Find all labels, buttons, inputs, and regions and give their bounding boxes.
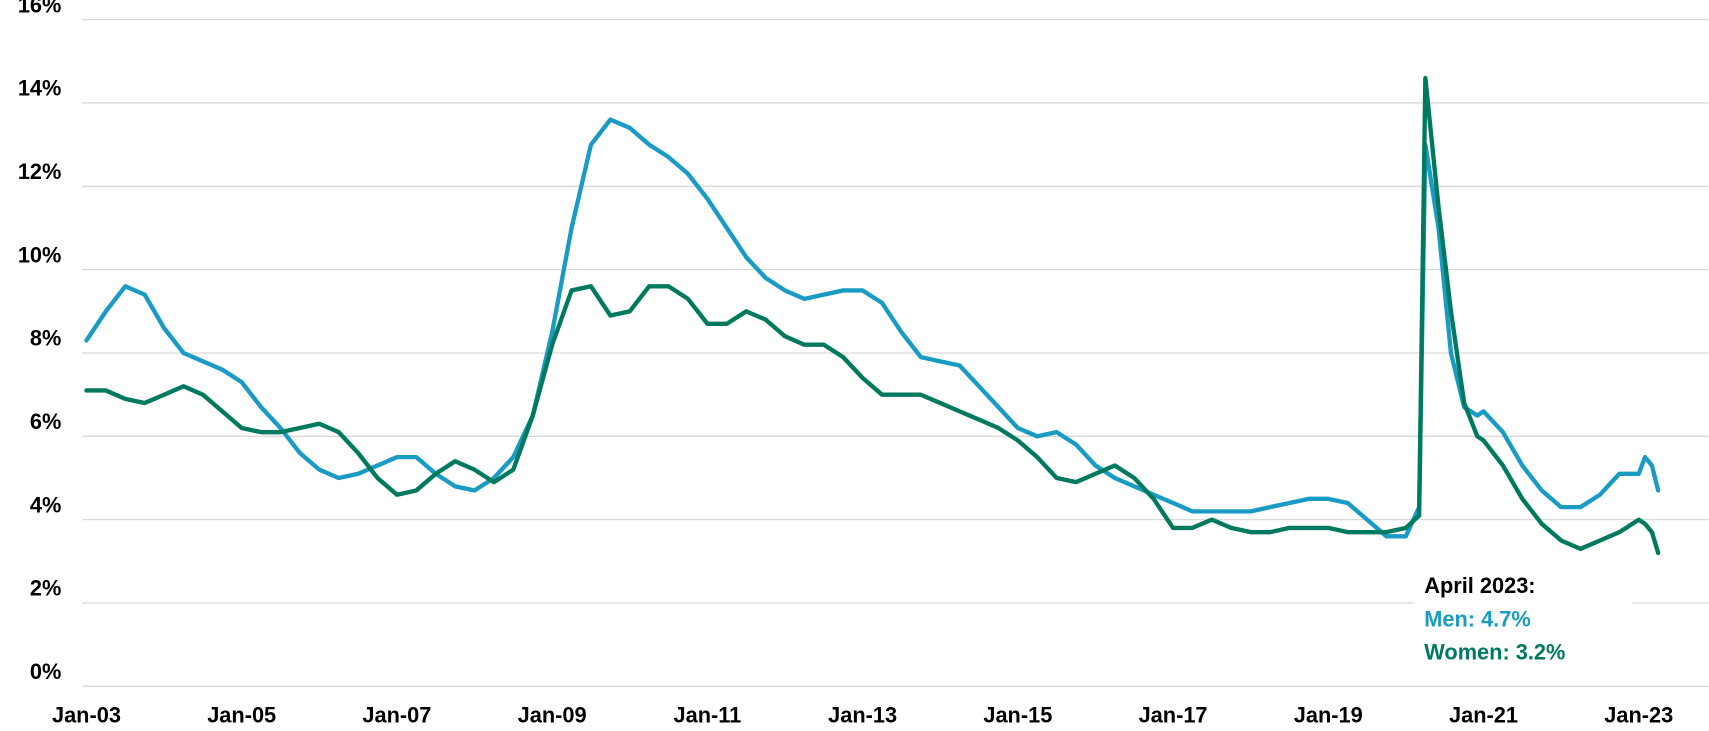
- annotation-title: April 2023:: [1424, 573, 1535, 598]
- x-tick-label: Jan-03: [52, 703, 121, 728]
- y-tick-label: 4%: [30, 492, 61, 517]
- annotation-women: Women: 3.2%: [1424, 639, 1565, 664]
- x-tick-label: Jan-09: [518, 703, 587, 728]
- y-tick-label: 16%: [18, 0, 62, 17]
- labels: 0% 2% 4% 6% 8% 10% 12% 14% 16% Jan-03 Jan-05 Jan-07…: [18, 0, 1673, 728]
- x-tick-label: Jan-05: [207, 703, 276, 728]
- annotation-box: [1414, 566, 1633, 672]
- x-tick-label: Jan-19: [1294, 703, 1363, 728]
- x-tick-label: Jan-17: [1139, 703, 1208, 728]
- lines: [84, 75, 1661, 556]
- line-men: [84, 117, 1661, 539]
- grid: [82, 18, 1709, 687]
- y-tick-label: 2%: [30, 576, 61, 601]
- y-tick-label: 12%: [18, 159, 62, 184]
- y-tick-label: 6%: [30, 409, 61, 434]
- y-tick-label: 10%: [18, 242, 62, 267]
- x-tick-label: Jan-07: [362, 703, 431, 728]
- y-tick-label: 0%: [30, 659, 61, 684]
- y-tick-label: 8%: [30, 326, 61, 351]
- annotation-men: Men: 4.7%: [1424, 607, 1530, 632]
- x-tick-label: Jan-15: [983, 703, 1052, 728]
- x-tick-label: Jan-13: [828, 703, 897, 728]
- line-women: [84, 75, 1661, 556]
- x-tick-label: Jan-21: [1449, 703, 1518, 728]
- x-tick-label: Jan-11: [673, 703, 741, 728]
- x-tick-label: Jan-23: [1604, 703, 1673, 728]
- y-tick-label: 14%: [18, 76, 62, 101]
